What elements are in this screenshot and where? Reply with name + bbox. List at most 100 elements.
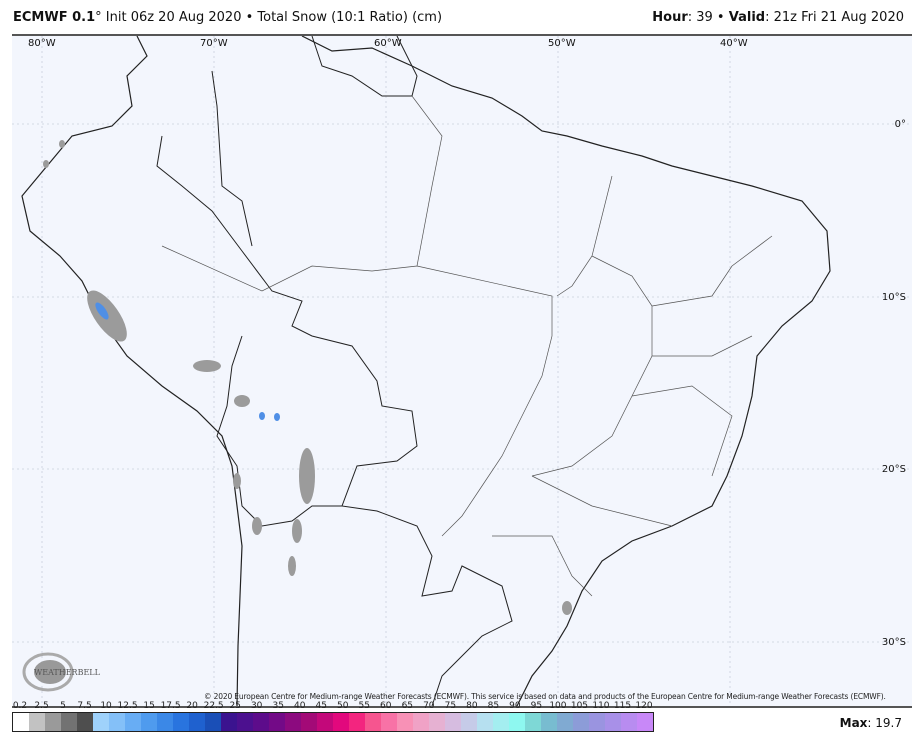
colorbar-label: 95	[530, 701, 543, 711]
colorbar-label: 30	[250, 701, 263, 711]
colorbar-label: 5	[60, 701, 66, 711]
colorbar-swatch	[381, 713, 397, 731]
lon-label: 70°W	[200, 38, 228, 49]
snow-patches	[43, 140, 572, 615]
colorbar-label: 100	[549, 701, 567, 711]
colorbar-label: 10	[100, 701, 112, 711]
colorbar-swatch	[621, 713, 637, 731]
lat-label: 30°S	[881, 637, 906, 648]
graticule	[12, 36, 912, 706]
colorbar-label: 15	[143, 701, 155, 711]
colorbar-label: 2.5	[34, 701, 49, 711]
copyright-notice: © 2020 European Centre for Medium-range …	[204, 692, 886, 701]
colorbar-swatch	[333, 713, 349, 731]
colorbar-swatch	[589, 713, 605, 731]
colorbar-label: 115	[613, 701, 632, 711]
max-label: Max	[839, 716, 868, 730]
colorbar-swatch	[45, 713, 61, 731]
hour-value: : 39 •	[687, 10, 729, 25]
colorbar-swatch	[61, 713, 77, 731]
colorbar-swatch	[93, 713, 109, 731]
colorbar-swatch	[605, 713, 621, 731]
colorbar-swatch	[413, 713, 429, 731]
colorbar-swatch	[109, 713, 125, 731]
colorbar-label: 110	[592, 701, 610, 711]
colorbar-swatch	[461, 713, 477, 731]
country-borders	[156, 36, 513, 706]
map-canvas	[12, 36, 912, 706]
colorbar-swatch	[189, 713, 205, 731]
colorbar-swatch	[397, 713, 413, 731]
colorbar-swatch	[429, 713, 445, 731]
colorbar-swatch	[301, 713, 317, 731]
colorbar-swatch	[157, 713, 173, 731]
lon-label: 60°W	[374, 38, 402, 49]
colorbar-swatch	[29, 713, 45, 731]
lon-label: 50°W	[548, 38, 576, 49]
colorbar-label: 0.2	[12, 701, 28, 711]
weatherbell-logo: WEATHERBELL	[22, 652, 100, 692]
colorbar-label: 60	[380, 701, 392, 711]
map-title: ECMWF 0.1° Init 06z 20 Aug 2020 • Total …	[13, 10, 442, 25]
colorbar-swatch	[509, 713, 525, 731]
lon-label: 80°W	[28, 38, 56, 49]
colorbar-swatch	[141, 713, 157, 731]
colorbar-swatch	[541, 713, 557, 731]
colorbar-label: 12.5	[117, 701, 138, 711]
lon-label: 40°W	[720, 38, 748, 49]
lat-label: 0°	[894, 119, 906, 130]
colorbar-swatch	[317, 713, 333, 731]
colorbar-swatch	[237, 713, 253, 731]
colorbar-swatch	[285, 713, 301, 731]
colorbar-swatch	[125, 713, 141, 731]
colorbar-label: 25	[229, 701, 241, 711]
colorbar-swatch	[493, 713, 509, 731]
colorbar-label: 70	[423, 701, 435, 711]
colorbar-swatch	[525, 713, 541, 731]
colorbar-label: 22.5	[203, 701, 224, 711]
colorbar-label: 75	[444, 701, 457, 711]
colorbar-swatch	[557, 713, 573, 731]
colorbar-swatch	[77, 713, 93, 731]
colorbar-swatch	[365, 713, 381, 731]
hour-label: Hour	[652, 10, 688, 25]
colorbar-swatch	[349, 713, 365, 731]
colorbar-swatch	[269, 713, 285, 731]
colorbar-swatch	[221, 713, 237, 731]
colorbar-swatch	[253, 713, 269, 731]
colorbar-label: 17.5	[160, 701, 181, 711]
colorbar-label: 45	[315, 701, 327, 711]
colorbar-swatch	[573, 713, 589, 731]
lat-label: 20°S	[881, 464, 906, 475]
colorbar-label: 35	[272, 701, 284, 711]
colorbar-label: 90	[509, 701, 521, 711]
max-number: : 19.7	[867, 716, 902, 730]
colorbar-labels: 0.2 2.5 5 7.5 10 12.5 15 17.5 20 22.5 25 30 35 40 45 50…	[12, 701, 653, 711]
max-value: Max: 19.7	[840, 716, 902, 730]
lat-label: 10°S	[881, 292, 906, 303]
colorbar-label: 105	[570, 701, 589, 711]
degree-symbol: °	[95, 10, 102, 25]
valid-time: Hour: 39 • Valid: 21z Fri 21 Aug 2020	[652, 10, 904, 25]
init-info: Init 06z 20 Aug 2020 • Total Snow (10:1 …	[101, 10, 443, 25]
colorbar	[12, 712, 654, 732]
state-borders	[161, 95, 773, 597]
colorbar-label: 50	[337, 701, 349, 711]
map-panel[interactable]: 80°W 70°W 60°W 50°W 40°W 0° 10°S 20°S 30…	[12, 34, 912, 708]
colorbar-label: 80	[466, 701, 478, 711]
colorbar-swatch	[637, 713, 653, 731]
colorbar-label: 65	[401, 701, 414, 711]
colorbar-label: 20	[186, 701, 198, 711]
model-name: ECMWF 0.1	[13, 10, 96, 25]
colorbar-label: 55	[358, 701, 370, 711]
coastline	[21, 36, 831, 706]
colorbar-swatch	[13, 713, 29, 731]
colorbar-label: 120	[635, 701, 653, 711]
colorbar-label: 85	[487, 701, 500, 711]
colorbar-swatch	[205, 713, 221, 731]
valid-label: Valid	[728, 10, 766, 25]
svg-text:WEATHERBELL: WEATHERBELL	[34, 668, 100, 677]
colorbar-swatch	[173, 713, 189, 731]
colorbar-label: 7.5	[77, 701, 92, 711]
colorbar-swatch	[445, 713, 461, 731]
